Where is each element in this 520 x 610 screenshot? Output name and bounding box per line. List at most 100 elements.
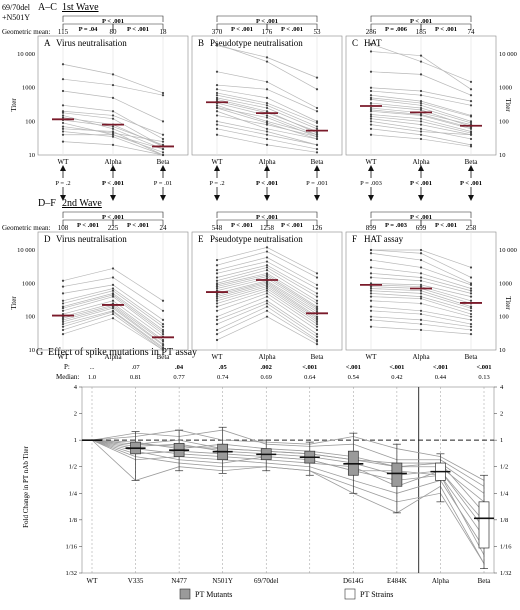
panel-D-point	[161, 338, 165, 342]
panel-F-point	[469, 289, 473, 292]
panel-E-point	[315, 299, 319, 302]
wave2-y-tick-left: 10	[29, 347, 36, 354]
panel-D-point	[61, 285, 65, 288]
panel-C-point	[419, 54, 423, 57]
panel-C-point	[369, 133, 373, 136]
panel-E-point	[265, 282, 269, 285]
panel-F-point	[419, 312, 423, 316]
panel-F-x-label: WT	[366, 353, 378, 361]
panel-F-point	[369, 252, 373, 255]
between-wave-p: P = .2	[55, 180, 70, 187]
between-wave-arrowhead-down	[314, 195, 320, 201]
panel-A-point	[111, 131, 115, 135]
panel-D-geo-mean: 225	[108, 224, 119, 232]
panel-B-point	[215, 42, 219, 46]
panel-B-point	[215, 96, 219, 99]
panel-E-letter: E	[198, 234, 204, 244]
panel-E-point	[315, 338, 319, 342]
between-wave-label-bg	[354, 178, 388, 187]
panel-D-point	[161, 322, 165, 326]
panel-E-point	[265, 292, 269, 295]
panel-F-point	[419, 285, 423, 288]
panel-F-title: HAT assay	[364, 234, 404, 244]
panel-g-x-label: N501Y	[212, 577, 233, 585]
panel-E-point	[215, 305, 219, 308]
panel-E-point	[265, 283, 269, 286]
panel-B-point	[265, 121, 269, 125]
panel-D-point	[61, 305, 65, 308]
panel-g-median-value: 0.77	[173, 374, 185, 381]
between-wave-arrowhead-down	[264, 195, 270, 201]
panel-g-x-label: Beta	[478, 577, 492, 585]
panel-B-point	[215, 133, 219, 136]
panel-F-geo-mean: 899	[366, 224, 377, 232]
panel-B-point	[215, 44, 219, 47]
panel-B-point	[215, 83, 219, 87]
panel-E-point	[315, 305, 319, 308]
panel-g-subject-line	[91, 439, 485, 494]
panel-g-median-value: 0.69	[261, 374, 272, 381]
wave1-y-axis-label: Titer	[10, 98, 18, 112]
panel-A-point	[61, 121, 65, 125]
panel-D-point	[161, 340, 165, 343]
panel-D-point	[111, 302, 115, 305]
between-wave-p: P < .001	[256, 180, 278, 187]
panel-A-x-label: Alpha	[104, 158, 122, 166]
panel-F-point	[419, 302, 423, 305]
panel-g-y-axis-label: Fold Change in PT nAb Titer	[22, 445, 30, 527]
panel-g-subject-line	[91, 439, 485, 549]
panel-E-point	[315, 320, 319, 323]
panel-C-point	[419, 113, 423, 116]
panel-E-point	[315, 328, 319, 332]
panel-E-point	[315, 343, 319, 346]
panel-D-point	[111, 299, 115, 302]
panel-E-point	[265, 256, 269, 259]
panel-E-point	[265, 302, 269, 305]
between-wave-arrowhead-down	[418, 195, 424, 201]
panel-C-point	[469, 145, 473, 148]
panel-E-x-label: WT	[212, 353, 224, 361]
panel-D-point	[111, 310, 115, 313]
panel-A-geo-mean: 18	[160, 28, 168, 36]
panel-B-point	[215, 120, 219, 123]
panel-E-point	[215, 297, 219, 300]
panel-B-p-outer: P < .001	[256, 18, 278, 25]
panel-E-p-left: P < .001	[231, 222, 253, 229]
panel-C-geo-mean: 74	[468, 28, 476, 36]
panel-D-point	[161, 330, 165, 333]
wave2-y-axis-label: Titer	[10, 296, 18, 310]
panel-E-point	[215, 328, 219, 332]
panel-F-point	[419, 309, 423, 312]
panel-g-subject-line	[91, 429, 485, 487]
panel-A-point	[111, 133, 115, 136]
panel-B-geo-mean: 53	[314, 28, 322, 36]
panel-g-y-tick-right: 1/16	[500, 543, 512, 550]
wave1-y-tick-right: 10 000	[499, 51, 517, 58]
panel-E-point	[265, 305, 269, 308]
panel-E-point	[215, 299, 219, 302]
panel-g-y-tick-left: 1	[74, 437, 77, 444]
panel-C-x-label: Beta	[465, 158, 479, 166]
panel-F-point	[469, 283, 473, 286]
panel-A-point	[111, 130, 115, 133]
between-wave-label-bg	[96, 178, 130, 187]
panel-E-point	[315, 340, 319, 343]
panel-F-point	[419, 252, 423, 255]
panel-A-point	[61, 116, 65, 119]
panel-D-bracket-right	[112, 219, 164, 226]
panel-A-point	[61, 78, 65, 81]
panel-F-p-outer: P < .001	[410, 214, 432, 221]
panel-A-title: Virus neutralisation	[56, 38, 127, 48]
panel-E-point	[215, 285, 219, 288]
legend-strains-label: PT Strains	[360, 590, 393, 599]
between-wave-label-bg	[146, 178, 180, 187]
panel-g-p-value: <.001	[433, 364, 448, 371]
panel-C-point	[469, 130, 473, 133]
panel-D-point	[61, 279, 65, 282]
panel-F-point	[369, 258, 373, 262]
panel-F-point	[469, 325, 473, 328]
panel-A-point	[161, 151, 165, 154]
panel-D-x-label: Beta	[157, 353, 171, 361]
panel-C-point	[469, 88, 473, 91]
panel-D-point	[111, 295, 115, 298]
